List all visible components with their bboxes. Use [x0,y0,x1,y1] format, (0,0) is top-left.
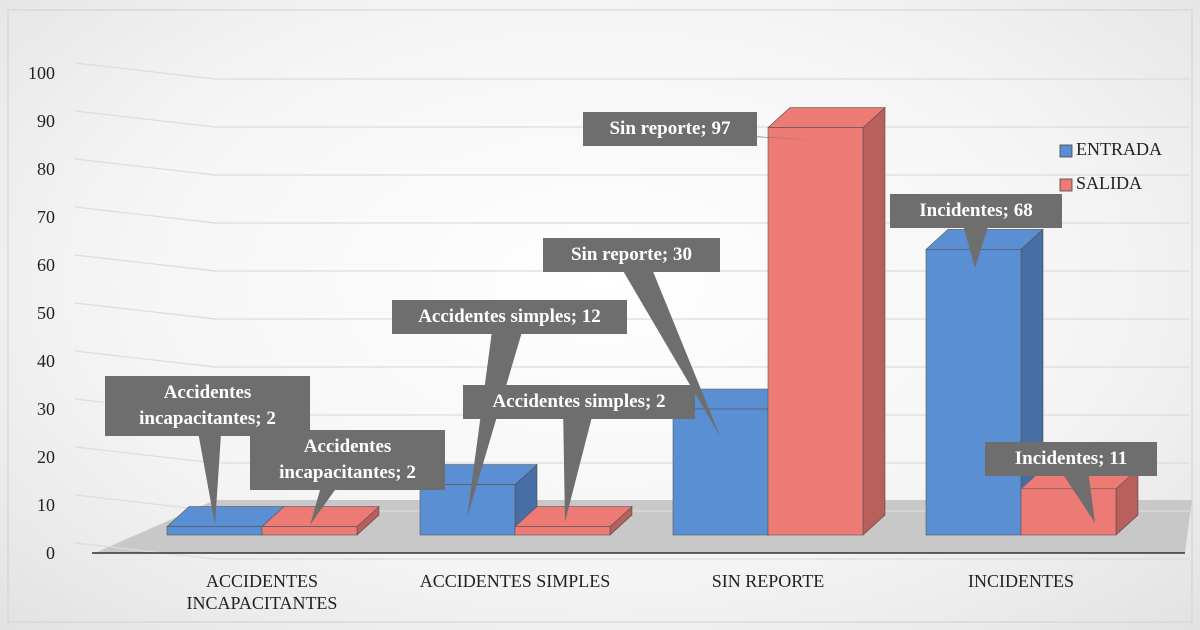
grid-line [74,62,1190,80]
data-label: Accidentes incapacitantes; 2 [250,430,445,490]
x-tick-label: INCIDENTES [968,571,1074,591]
bar-side-shade [357,506,379,535]
y-tick-label: 10 [37,495,55,515]
bar [419,484,516,536]
data-label: Sin reporte; 97 [583,112,757,146]
legend-swatch [1059,178,1073,192]
legend-label: SALIDA [1076,173,1142,193]
y-tick-label: 0 [46,543,55,563]
data-label: Accidentes incapacitantes; 2 [105,376,310,436]
y-tick-label: 100 [28,63,55,83]
bar [261,526,358,536]
bar [514,526,611,536]
grid-line [74,158,1190,176]
y-tick-label: 70 [37,207,55,227]
y-tick-label: 20 [37,447,55,467]
y-tick-label: 90 [37,111,55,131]
data-label: Incidentes; 68 [890,194,1062,228]
y-tick-label: 40 [37,351,55,371]
bar-side-shade [863,107,885,535]
bar [1020,488,1117,536]
x-tick-label: ACCIDENTES SIMPLES [419,571,611,591]
data-label: Accidentes simples; 2 [463,385,695,419]
y-tick-label: 60 [37,255,55,275]
x-tick-label: ACCIDENTES INCAPACITANTES [186,571,338,613]
callout-pointer [1055,462,1095,523]
bar [672,408,769,536]
callout-pointer [563,405,595,522]
y-tick-label: 30 [37,399,55,419]
legend-label: ENTRADA [1076,139,1162,159]
data-label: Sin reporte; 30 [543,238,720,272]
data-label: Incidentes; 11 [985,442,1157,476]
bar-side-shade [610,506,632,535]
data-label: Accidentes simples; 12 [392,300,627,334]
y-tick-label: 50 [37,303,55,323]
frame [7,9,1193,623]
bar [925,249,1022,536]
bar-side-shade [1116,468,1138,535]
bar [166,526,263,536]
grid-line [74,542,1190,560]
callout-pointer [467,320,526,518]
y-tick-label: 80 [37,159,55,179]
bar [767,127,864,536]
x-tick-label: SIN REPORTE [711,571,825,591]
legend-swatch [1059,144,1073,158]
